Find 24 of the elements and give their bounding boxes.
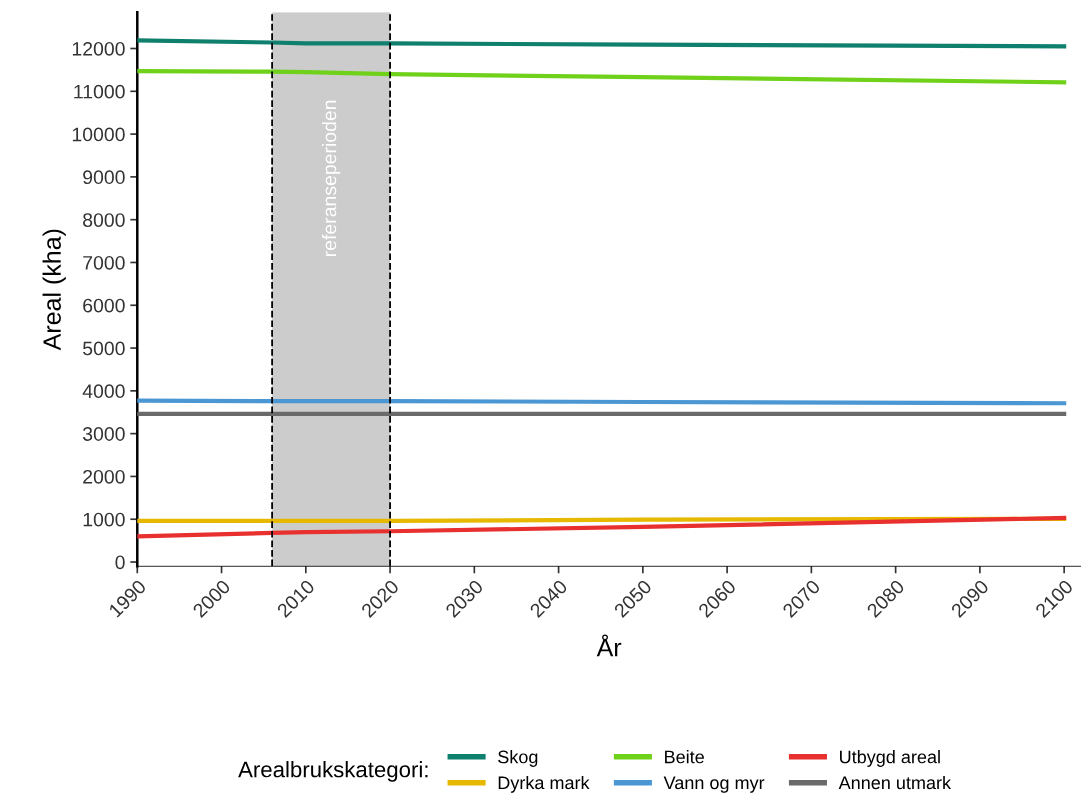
y-tick-label: 7000 bbox=[83, 255, 125, 270]
y-tick-label: 2000 bbox=[83, 469, 125, 484]
line-series bbox=[137, 69, 1067, 85]
y-tick-label: 9000 bbox=[83, 170, 125, 185]
y-tick-label: 10000 bbox=[72, 127, 125, 142]
y-tick-label: 5000 bbox=[83, 341, 125, 356]
y-tick-label: 3000 bbox=[82, 427, 125, 441]
legend-label: Annen utmark bbox=[838, 775, 952, 790]
y-tick-label: 12000 bbox=[72, 41, 125, 56]
y-axis-title: Areal (kha) bbox=[42, 229, 66, 351]
legend-label: Beite bbox=[665, 750, 704, 764]
legend-title: Arealbrukskategori: bbox=[238, 761, 428, 782]
line-series bbox=[137, 515, 1067, 539]
legend-label: Vann og myr bbox=[663, 776, 765, 793]
y-tick-label: 11000 bbox=[74, 84, 125, 99]
legend-label: Dyrka mark bbox=[498, 775, 590, 793]
y-tick-label: 4000 bbox=[82, 384, 125, 399]
legend-label: Utbygd areal bbox=[840, 750, 940, 767]
legend-label: Skog bbox=[498, 750, 538, 767]
y-tick-label: 1000 bbox=[83, 512, 125, 527]
y-tick-label: 6000 bbox=[83, 298, 125, 313]
y-tick-label: 8000 bbox=[83, 213, 125, 227]
y-tick-label: 0 bbox=[115, 555, 125, 570]
x-axis-title: År bbox=[596, 634, 622, 657]
